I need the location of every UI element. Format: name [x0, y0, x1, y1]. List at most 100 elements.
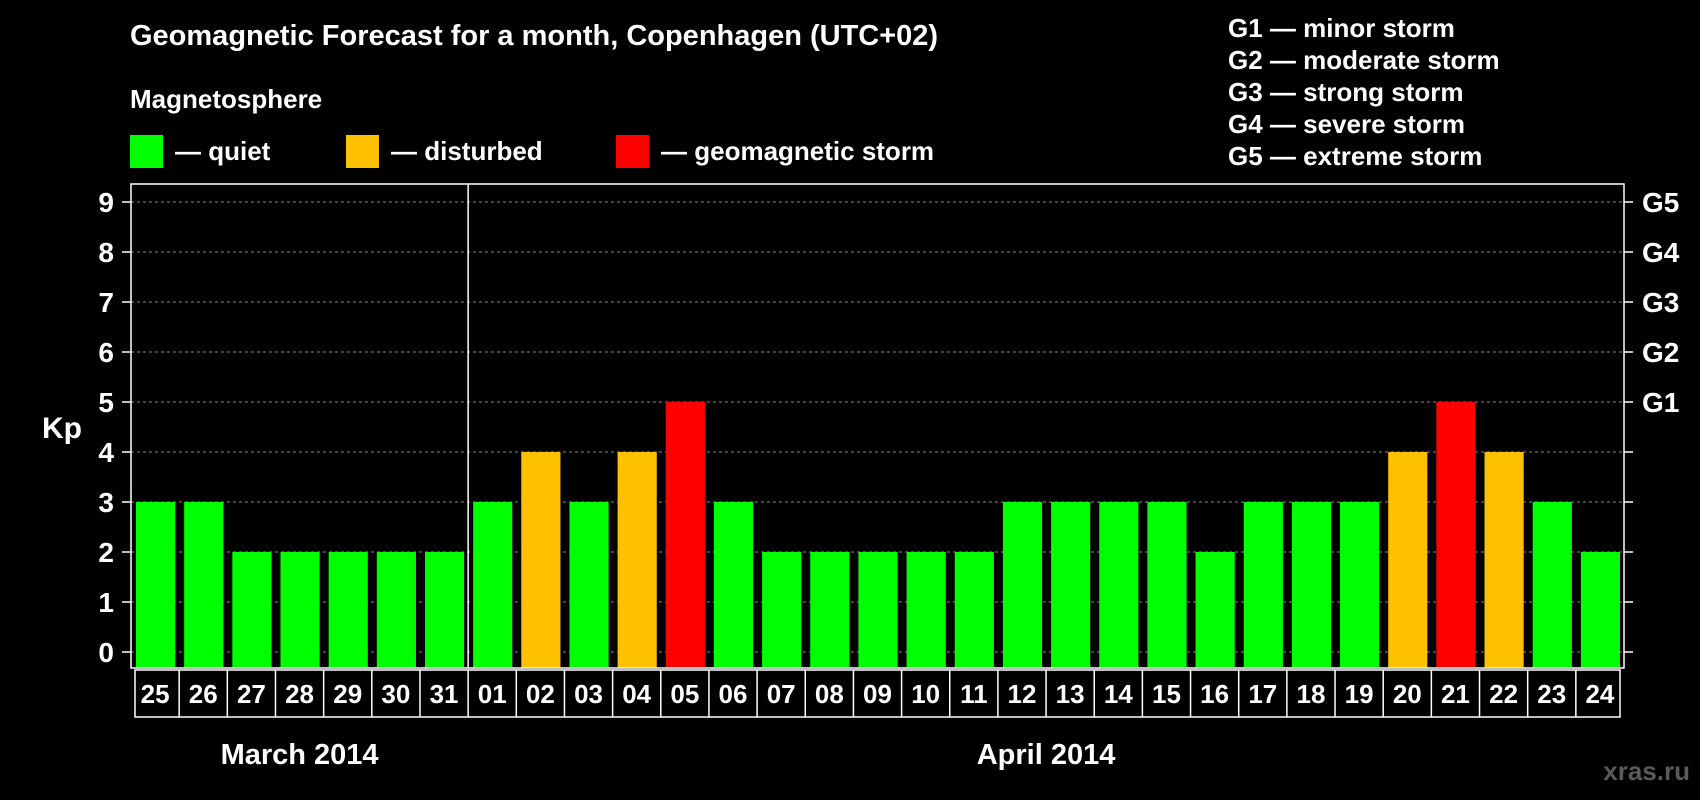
bar: [1484, 452, 1524, 668]
g-legend-item: G1 — minor storm: [1228, 13, 1455, 43]
date-label: 20: [1393, 679, 1422, 709]
date-label: 01: [478, 679, 507, 709]
g-axis-label: G3: [1642, 287, 1679, 318]
bar: [232, 552, 272, 668]
bar: [1340, 502, 1380, 668]
date-label: 25: [141, 679, 170, 709]
g-legend-item: G4 — severe storm: [1228, 109, 1466, 139]
g-legend-item: G5 — extreme storm: [1228, 141, 1483, 171]
legend-quiet: — quiet: [130, 134, 270, 168]
date-label: 14: [1104, 679, 1133, 709]
date-label: 07: [767, 679, 796, 709]
date-label: 19: [1345, 679, 1374, 709]
bar: [1291, 502, 1332, 668]
g-scale-legend: G1 — minor storm G2 — moderate storm G3 …: [1228, 12, 1500, 172]
bar: [424, 552, 465, 668]
date-label: 05: [670, 679, 699, 709]
bar: [1099, 502, 1139, 668]
bar: [136, 502, 176, 668]
date-label: 13: [1056, 679, 1085, 709]
date-label: 29: [333, 679, 362, 709]
bar: [906, 552, 946, 668]
date-label: 03: [574, 679, 603, 709]
date-label: 21: [1441, 679, 1470, 709]
date-label: 18: [1296, 679, 1325, 709]
y-tick-label: 2: [98, 537, 114, 568]
bar: [1532, 502, 1572, 668]
bar: [569, 502, 609, 668]
g-legend-item: G3 — strong storm: [1228, 77, 1464, 107]
date-label: 02: [526, 679, 555, 709]
legend-swatch-quiet: [130, 134, 163, 168]
bar: [858, 552, 898, 668]
bar: [376, 552, 416, 668]
legend-swatch-storm: [616, 134, 649, 168]
bar: [1051, 502, 1091, 668]
g-axis-label: G2: [1642, 337, 1679, 368]
date-label: 16: [1200, 679, 1229, 709]
bar: [617, 452, 657, 668]
y-tick-label: 0: [98, 637, 114, 668]
date-label: 26: [189, 679, 218, 709]
date-label: 11: [960, 679, 988, 709]
legend-label-disturbed: — disturbed: [391, 135, 543, 166]
bar: [473, 502, 513, 668]
date-label: 15: [1152, 679, 1181, 709]
bar: [1243, 502, 1283, 668]
bar: [1388, 452, 1428, 668]
y-tick-label: 9: [98, 187, 114, 218]
y-tick-label: 5: [98, 387, 114, 418]
bar: [954, 552, 994, 668]
g-legend-item: G2 — moderate storm: [1228, 45, 1500, 75]
chart-title: Geomagnetic Forecast for a month, Copenh…: [130, 20, 939, 52]
legend-label-quiet: — quiet: [175, 135, 271, 166]
date-label: 31: [430, 679, 459, 709]
bar: [1436, 402, 1476, 668]
date-label: 24: [1585, 679, 1614, 709]
y-tick-label: 4: [98, 437, 114, 468]
date-label: 10: [911, 679, 940, 709]
plot-frame: [130, 183, 1625, 669]
date-label: 30: [381, 679, 410, 709]
bar: [328, 552, 368, 668]
bar: [665, 402, 705, 668]
g-axis-label: G5: [1642, 187, 1679, 218]
month-label: April 2014: [977, 739, 1116, 771]
date-row-frame: [134, 669, 1621, 718]
y-tick-label: 1: [98, 587, 114, 618]
y-tick-label: 7: [98, 287, 114, 318]
bar: [810, 552, 850, 668]
bar: [280, 552, 320, 668]
bar: [1580, 552, 1620, 668]
date-label: 04: [622, 679, 651, 709]
y-tick-label: 3: [98, 487, 114, 518]
bar: [713, 502, 754, 668]
legend-subtitle: Magnetosphere: [130, 84, 323, 114]
y-tick-label: 6: [98, 337, 114, 368]
bar: [184, 502, 224, 668]
legend-storm: — geomagnetic storm: [616, 134, 934, 168]
month-label: March 2014: [221, 739, 379, 771]
date-label: 06: [719, 679, 748, 709]
y-axis-label: Kp: [42, 412, 82, 445]
date-label: 17: [1248, 679, 1277, 709]
bar: [762, 552, 802, 668]
date-label: 12: [1008, 679, 1037, 709]
legend-label-storm: — geomagnetic storm: [661, 135, 935, 166]
bar: [521, 452, 561, 668]
date-label: 22: [1489, 679, 1518, 709]
g-axis-label: G4: [1642, 237, 1680, 268]
date-label: 23: [1537, 679, 1566, 709]
bar: [1195, 552, 1235, 668]
date-label: 28: [285, 679, 314, 709]
g-axis-label: G1: [1642, 387, 1679, 418]
date-label: 08: [815, 679, 844, 709]
y-tick-label: 8: [98, 237, 114, 268]
bar: [1147, 502, 1187, 668]
watermark: xras.ru: [1603, 756, 1690, 786]
legend-disturbed: — disturbed: [346, 134, 543, 168]
date-label: 27: [237, 679, 266, 709]
date-label: 09: [863, 679, 892, 709]
legend-swatch-disturbed: [346, 134, 379, 168]
